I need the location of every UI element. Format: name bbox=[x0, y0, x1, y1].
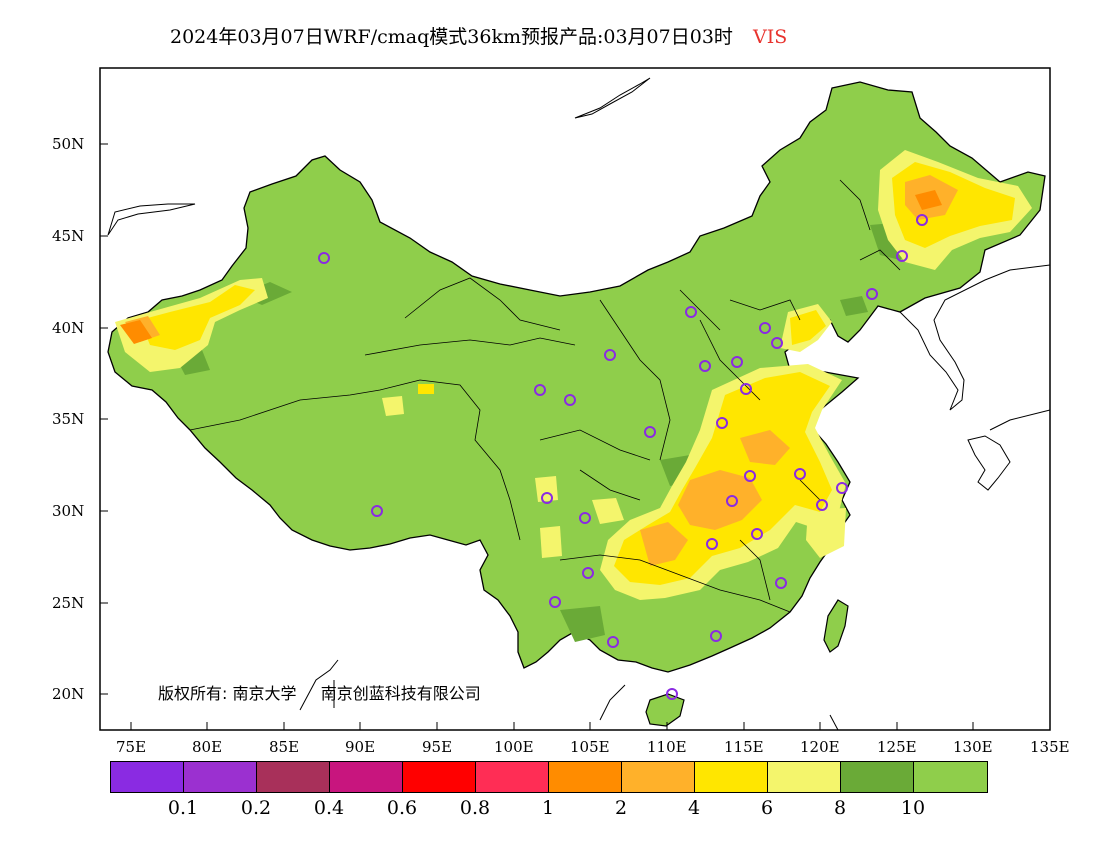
station-marker bbox=[744, 470, 756, 482]
station-marker bbox=[710, 630, 722, 642]
station-marker bbox=[836, 482, 848, 494]
lon-label-110e: 110E bbox=[647, 738, 687, 756]
lon-label-125e: 125E bbox=[877, 738, 917, 756]
station-marker bbox=[716, 417, 728, 429]
legend-label: 0.1 bbox=[167, 797, 199, 819]
lon-label-105e: 105E bbox=[570, 738, 610, 756]
station-marker bbox=[564, 394, 576, 406]
taiwan-island bbox=[823, 599, 849, 653]
lat-label-50n: 50N bbox=[52, 135, 85, 153]
color-legend bbox=[110, 761, 988, 793]
lat-label-25n: 25N bbox=[52, 594, 85, 612]
hainan-island bbox=[645, 693, 685, 727]
legend-swatch bbox=[111, 762, 184, 792]
lon-ticks bbox=[130, 722, 974, 730]
lon-label-135e: 135E bbox=[1030, 738, 1070, 756]
station-marker bbox=[371, 505, 383, 517]
legend-swatch bbox=[330, 762, 403, 792]
lat-label-45n: 45N bbox=[52, 227, 85, 245]
map-frame bbox=[99, 67, 1051, 731]
light-orange-regions bbox=[125, 175, 958, 566]
legend-label: 0.2 bbox=[240, 797, 272, 819]
station-marker bbox=[771, 337, 783, 349]
lat-ticks bbox=[100, 143, 108, 695]
legend-swatch bbox=[841, 762, 914, 792]
orange-regions bbox=[120, 190, 942, 344]
legend-swatch bbox=[184, 762, 257, 792]
lon-label-120e: 120E bbox=[800, 738, 840, 756]
station-marker bbox=[699, 360, 711, 372]
station-marker bbox=[794, 468, 806, 480]
lat-label-40n: 40N bbox=[52, 319, 85, 337]
station-marker bbox=[751, 528, 763, 540]
legend-swatch bbox=[476, 762, 549, 792]
province-boundaries bbox=[189, 179, 901, 613]
station-marker bbox=[666, 688, 678, 700]
station-marker bbox=[731, 356, 743, 368]
station-marker bbox=[549, 596, 561, 608]
station-marker bbox=[541, 492, 553, 504]
station-markers bbox=[318, 214, 928, 700]
copyright-note: 版权所有: 南京大学 南京创蓝科技有限公司 bbox=[158, 680, 481, 704]
station-marker bbox=[706, 538, 718, 550]
neighbor-coastlines bbox=[107, 77, 1051, 731]
copyright-org1: 南京大学 bbox=[232, 684, 297, 703]
lon-label-75e: 75E bbox=[116, 738, 147, 756]
legend-label: 6 bbox=[760, 797, 774, 819]
legend-label: 0.6 bbox=[386, 797, 418, 819]
lat-label-20n: 20N bbox=[52, 685, 85, 703]
title-main: 2024年03月07日WRF/cmaq模式36km预报产品:03月07日03时 bbox=[170, 26, 733, 48]
station-marker bbox=[604, 349, 616, 361]
legend-swatch bbox=[257, 762, 330, 792]
station-marker bbox=[685, 306, 697, 318]
station-marker bbox=[775, 577, 787, 589]
legend-label: 2 bbox=[614, 797, 628, 819]
legend-label: 0.4 bbox=[313, 797, 345, 819]
station-marker bbox=[759, 322, 771, 334]
lon-label-90e: 90E bbox=[345, 738, 376, 756]
station-marker bbox=[916, 214, 928, 226]
map-title: 2024年03月07日WRF/cmaq模式36km预报产品:03月07日03时 … bbox=[170, 22, 787, 49]
lon-label-100e: 100E bbox=[494, 738, 534, 756]
title-variable: VIS bbox=[752, 26, 788, 48]
station-marker bbox=[534, 384, 546, 396]
station-marker bbox=[896, 250, 908, 262]
lon-label-80e: 80E bbox=[192, 738, 223, 756]
copyright-org2: 南京创蓝科技有限公司 bbox=[320, 684, 481, 703]
station-marker bbox=[644, 426, 656, 438]
station-marker bbox=[866, 288, 878, 300]
legend-swatch bbox=[768, 762, 841, 792]
station-marker bbox=[579, 512, 591, 524]
lon-label-95e: 95E bbox=[422, 738, 453, 756]
lon-label-115e: 115E bbox=[724, 738, 764, 756]
legend-label: 1 bbox=[541, 797, 555, 819]
legend-label: 10 bbox=[900, 797, 926, 819]
station-marker bbox=[726, 495, 738, 507]
legend-swatch bbox=[622, 762, 695, 792]
legend-label: 0.8 bbox=[459, 797, 491, 819]
legend-label: 4 bbox=[687, 797, 701, 819]
legend-swatch bbox=[549, 762, 622, 792]
station-marker bbox=[740, 383, 752, 395]
lon-label-85e: 85E bbox=[269, 738, 300, 756]
lat-label-30n: 30N bbox=[52, 502, 85, 520]
station-marker bbox=[816, 499, 828, 511]
copyright-prefix: 版权所有: bbox=[158, 684, 228, 703]
station-marker bbox=[607, 636, 619, 648]
legend-swatch bbox=[403, 762, 476, 792]
lat-label-35n: 35N bbox=[52, 410, 85, 428]
station-marker bbox=[318, 252, 330, 264]
station-marker bbox=[582, 567, 594, 579]
legend-label: 8 bbox=[833, 797, 847, 819]
legend-swatch bbox=[914, 762, 987, 792]
lon-label-130e: 130E bbox=[953, 738, 993, 756]
legend-swatch bbox=[695, 762, 768, 792]
